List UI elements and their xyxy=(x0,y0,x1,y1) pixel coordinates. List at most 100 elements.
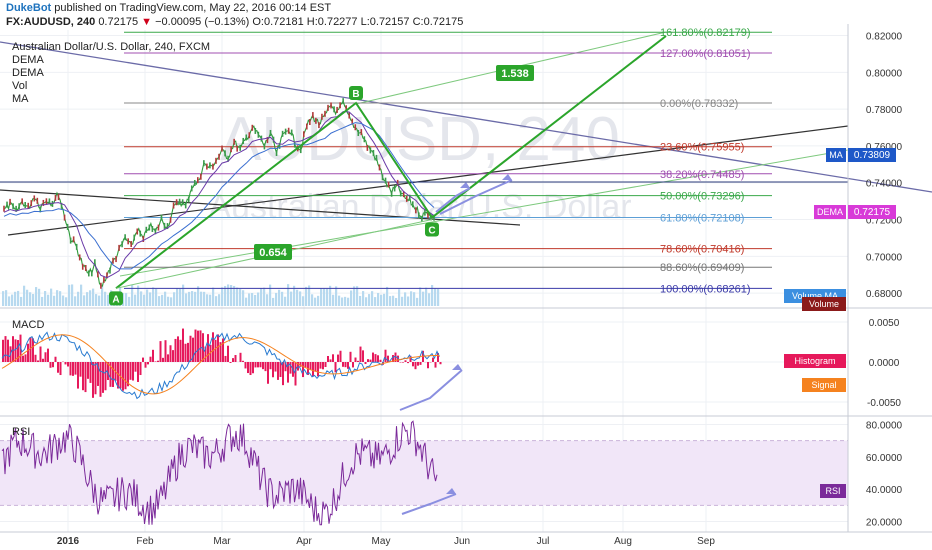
histogram-bar xyxy=(369,359,372,362)
indicator-label-dema-1: DEMA xyxy=(12,54,44,66)
candle xyxy=(12,203,14,210)
volume-bar xyxy=(167,296,170,306)
histogram-bar xyxy=(7,339,9,362)
volume-bar xyxy=(191,291,194,306)
fib-label: 23.60%(0.75955) xyxy=(660,142,744,154)
watermark-name: Australian Dollar/U.S. Dollar xyxy=(208,188,631,226)
candle xyxy=(121,241,123,248)
histogram-bar xyxy=(272,362,274,378)
histogram-bar xyxy=(12,336,14,362)
last-price: 0.72175 xyxy=(98,16,139,28)
candle xyxy=(302,131,305,138)
volume-bar xyxy=(287,284,290,306)
fib-label: 78.60%(0.70416) xyxy=(660,244,744,256)
candle xyxy=(351,118,354,125)
candle xyxy=(118,244,120,251)
ratio-badge xyxy=(254,244,292,260)
y-tick-label: 0.80000 xyxy=(866,68,903,79)
histogram-bar xyxy=(194,329,197,362)
histogram-bar xyxy=(134,362,137,372)
candle xyxy=(405,195,408,202)
histogram-bar xyxy=(4,336,7,362)
candle xyxy=(360,129,363,136)
volume-bar xyxy=(182,284,185,306)
histogram-bar xyxy=(287,362,289,383)
histogram-bar xyxy=(439,362,442,365)
candle xyxy=(402,191,405,198)
volume-bar xyxy=(332,294,335,306)
candle xyxy=(81,263,84,270)
arrow-head-icon xyxy=(446,488,456,494)
histogram-bar xyxy=(22,355,24,362)
histogram-bar xyxy=(247,362,249,374)
candle xyxy=(136,228,139,235)
histogram-bar xyxy=(192,337,194,362)
histogram-bar xyxy=(107,362,109,381)
rising-channel-line xyxy=(7,125,849,236)
fib-label: 38.20%(0.74485) xyxy=(660,169,744,181)
volume-bar xyxy=(392,295,395,306)
histogram-bar xyxy=(362,350,364,362)
volume-bar xyxy=(404,292,407,306)
histogram-bar xyxy=(314,362,317,372)
histogram-bar xyxy=(169,345,172,362)
candle xyxy=(384,177,387,184)
candle xyxy=(412,201,414,208)
volume-bar xyxy=(194,291,197,306)
histogram-bar xyxy=(262,362,264,370)
volume-bar xyxy=(254,294,257,306)
volume-bar xyxy=(89,290,92,306)
volume-bar xyxy=(416,297,419,306)
candle xyxy=(78,254,81,261)
x-tick-label: Aug xyxy=(614,536,632,547)
watermark-symbol: AUDUSD, 240 xyxy=(220,105,620,174)
volume-bar xyxy=(299,291,302,306)
histogram-bar xyxy=(64,362,67,365)
fib-label: 161.80%(0.82179) xyxy=(660,27,751,39)
histogram-bar xyxy=(252,362,254,374)
histogram-bar xyxy=(234,355,237,362)
indicator-label-dema-2: DEMA xyxy=(12,67,44,79)
macd-legend-tag: Signal xyxy=(802,378,846,392)
fib-label: 0.00%(0.78332) xyxy=(660,98,738,110)
candle xyxy=(281,130,284,137)
volume-bar xyxy=(29,292,32,306)
histogram-bar xyxy=(32,338,34,362)
histogram-bar xyxy=(147,362,149,365)
histogram-bar xyxy=(417,362,419,366)
candle xyxy=(169,216,172,223)
x-tick-label: May xyxy=(372,536,391,547)
histogram-bar xyxy=(124,362,127,390)
candle xyxy=(112,257,114,264)
volume-bar xyxy=(356,286,359,306)
ratio-label: 0.654 xyxy=(259,247,287,259)
price-tag: DEMA 0.72175 xyxy=(814,205,896,219)
volume-bar xyxy=(305,286,308,306)
price-tag-label: MA xyxy=(829,150,843,160)
candle xyxy=(421,215,423,222)
candle xyxy=(27,202,30,209)
volume-bar xyxy=(2,291,5,306)
candle xyxy=(212,163,214,170)
x-tick-label: Jul xyxy=(537,536,550,547)
wave-point-label: C xyxy=(428,226,435,237)
candle xyxy=(127,238,129,245)
candle xyxy=(254,127,257,134)
histogram-bar xyxy=(354,357,357,362)
histogram-bar xyxy=(322,362,324,370)
histogram-bar xyxy=(344,362,347,368)
histogram-bar xyxy=(259,362,262,368)
candle xyxy=(342,98,344,105)
candle xyxy=(203,160,205,167)
author-link[interactable]: DukeBot xyxy=(6,2,52,14)
candle xyxy=(139,230,142,237)
candle xyxy=(278,142,281,149)
candle xyxy=(97,271,99,278)
histogram-bar xyxy=(177,336,179,362)
candle xyxy=(372,150,375,157)
macd-y-tick-label: -0.0050 xyxy=(867,398,901,409)
candle xyxy=(184,202,187,209)
macd-tag-label: Signal xyxy=(811,380,836,390)
volume-bar xyxy=(434,287,437,306)
candle xyxy=(424,209,426,216)
